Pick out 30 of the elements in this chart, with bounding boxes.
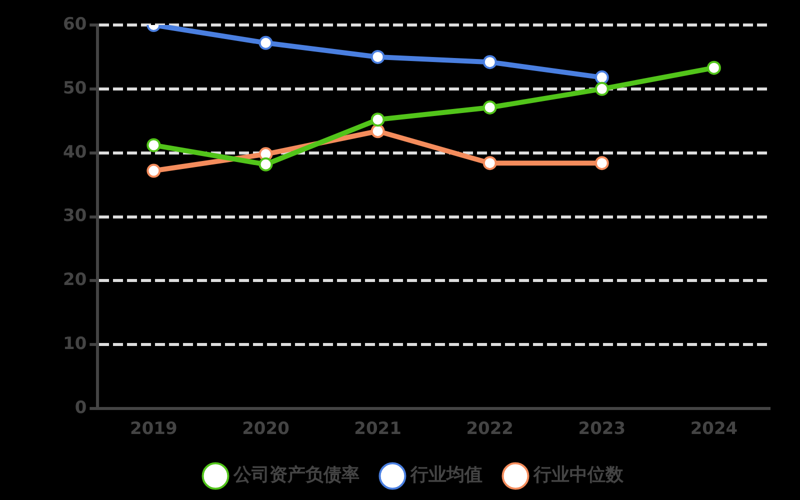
legend-label: 行业均值 (410, 464, 482, 486)
point (594, 82, 609, 96)
point (370, 50, 385, 64)
x-tick-label: 2024 (690, 419, 738, 440)
point (370, 124, 385, 138)
x-tick-label: 2020 (242, 419, 290, 440)
point (258, 36, 273, 50)
y-tick-label: 20 (62, 270, 87, 290)
x-tick-label: 2021 (354, 419, 402, 440)
y-tick-label: 10 (62, 334, 87, 354)
point (706, 60, 721, 75)
point (482, 156, 497, 170)
y-tick-label: 40 (62, 142, 87, 162)
y-tick-label: 60 (62, 14, 87, 34)
legend-label: 公司资产负债率 (232, 464, 360, 486)
point (146, 164, 161, 178)
x-tick-label: 2022 (466, 419, 514, 440)
point (146, 138, 161, 152)
x-tick-label: 2019 (130, 419, 178, 440)
point (258, 157, 273, 172)
y-tick-label: 50 (62, 78, 87, 98)
x-tick-label: 2023 (578, 419, 626, 440)
point (370, 112, 385, 127)
y-tick-label: 0 (74, 398, 87, 418)
y-tick-label: 30 (62, 206, 87, 226)
point (594, 156, 609, 170)
point (482, 55, 497, 70)
point (482, 100, 497, 114)
point (594, 70, 609, 84)
legend-label: 行业中位数 (532, 464, 624, 486)
